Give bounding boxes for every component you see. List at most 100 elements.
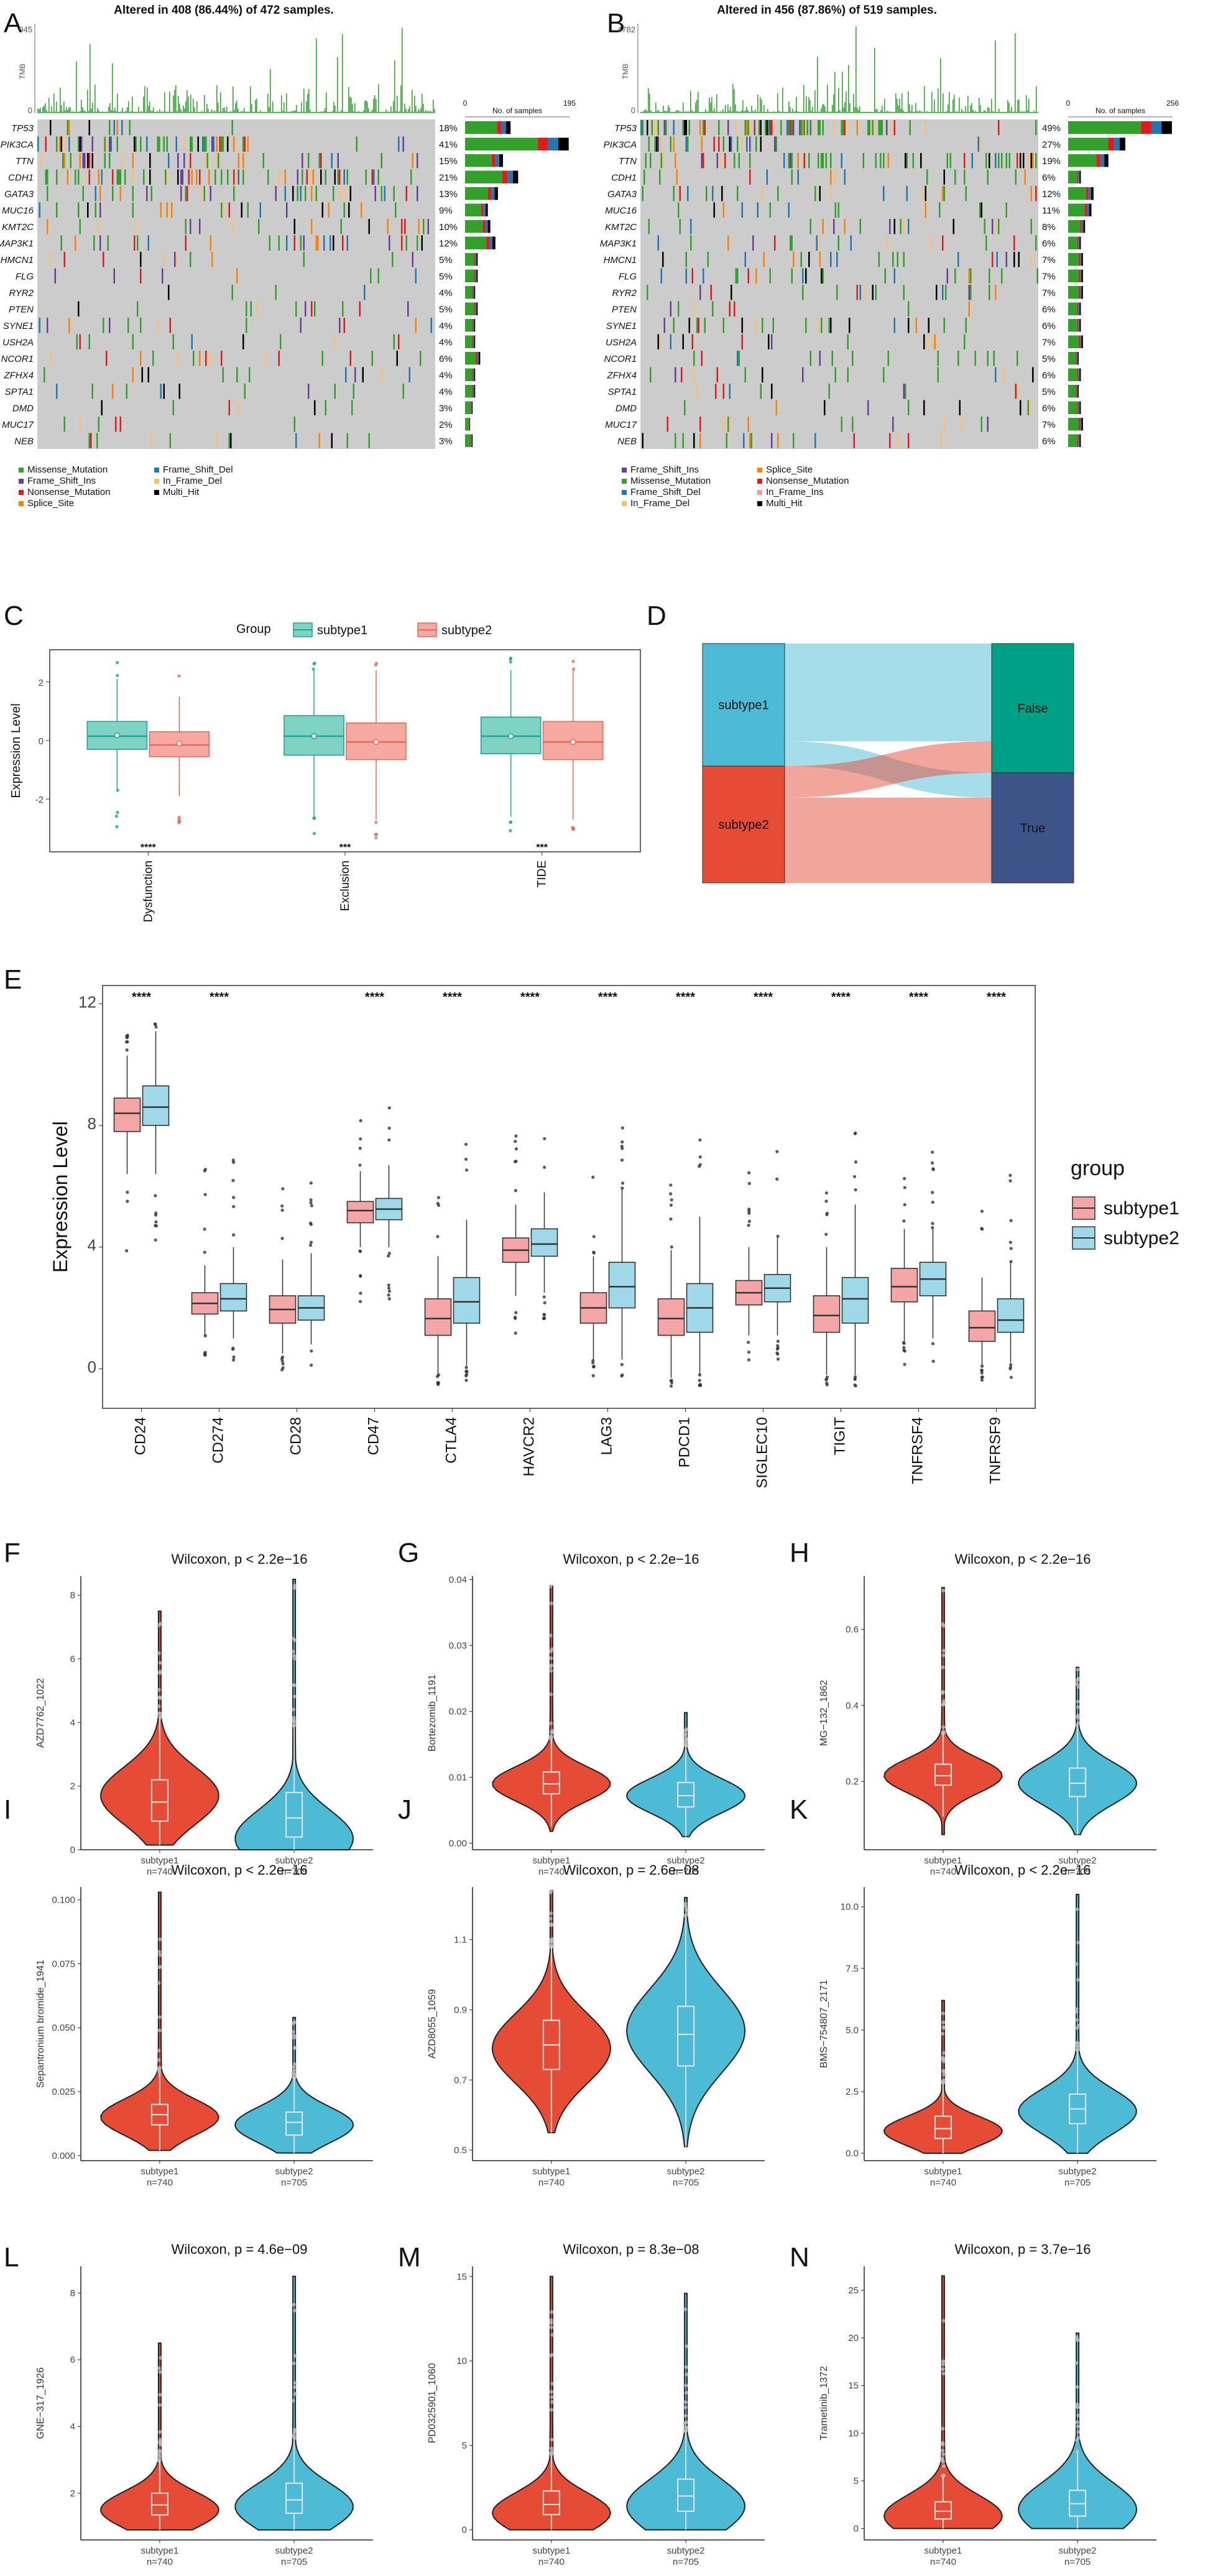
outlier-point	[548, 1584, 553, 1589]
outlier-point	[902, 1219, 906, 1223]
tmb-bar	[921, 111, 923, 113]
outlier-point	[1076, 1941, 1080, 1945]
mutation-cell	[724, 153, 726, 169]
tmb-bar	[914, 111, 915, 113]
mutation-cell	[67, 120, 68, 136]
y-tick-label: 0.00	[449, 1838, 467, 1849]
mutation-cell	[82, 186, 84, 201]
mutation-cell	[821, 318, 823, 333]
outlier-point	[308, 1244, 313, 1247]
outlier-point	[942, 1648, 946, 1653]
outlier-point	[292, 2068, 297, 2072]
tmb-bar	[720, 111, 721, 113]
violin-plot-f: Wilcoxon, p < 2.2e−1602468AZD7762_1022su…	[35, 1551, 373, 1877]
tmb-bar	[980, 105, 981, 113]
mutation-cell	[856, 120, 858, 136]
sample-count-bar	[465, 170, 502, 183]
tmb-bar	[215, 111, 216, 113]
mutation-cell	[654, 136, 656, 152]
outlier-point	[549, 1721, 553, 1725]
outlier-point	[514, 1331, 517, 1335]
mutation-cell	[737, 186, 739, 201]
tmb-bar	[948, 104, 949, 113]
mutation-cell	[321, 202, 323, 218]
sample-count-bar	[472, 385, 474, 398]
outlier-point	[312, 662, 316, 666]
mutation-cell	[665, 120, 667, 136]
y-tick-label: 4	[70, 1717, 75, 1728]
tmb-bar	[285, 111, 286, 113]
gene-percent: 9%	[439, 206, 453, 216]
outlier-point	[1075, 1907, 1079, 1911]
outlier-point	[203, 1250, 206, 1254]
tmb-bar	[257, 111, 259, 113]
tmb-bar	[893, 111, 894, 113]
sample-count-bar	[494, 187, 498, 200]
tmb-bar	[241, 111, 242, 113]
tmb-bar	[344, 112, 346, 113]
mutation-cell	[937, 351, 939, 366]
tmb-bar	[399, 111, 400, 113]
mutation-cell	[200, 186, 202, 201]
tmb-bar	[800, 111, 801, 113]
tmb-bar	[851, 111, 852, 113]
mutation-cell	[771, 120, 773, 136]
outlier-point	[942, 2059, 946, 2064]
mutation-cell	[663, 318, 665, 333]
mutation-cell	[850, 235, 852, 251]
mutation-cell	[744, 120, 746, 136]
violin-plot-h: Wilcoxon, p < 2.2e−160.20.40.6MG−132_186…	[819, 1551, 1156, 1877]
sample-count-bar	[476, 269, 478, 282]
mutation-cell	[777, 433, 779, 448]
outlier-point	[698, 1378, 701, 1382]
tmb-bar	[183, 105, 184, 113]
mutation-cell	[660, 268, 662, 284]
mutation-cell	[722, 318, 724, 333]
tmb-bar	[274, 111, 275, 113]
tmb-bar	[378, 84, 379, 113]
tmb-bar	[159, 109, 160, 113]
mutation-cell	[760, 136, 762, 152]
sample-count-bar	[474, 253, 476, 266]
mutation-cell	[169, 433, 171, 448]
mutation-cell	[99, 186, 101, 201]
mutation-cell	[762, 186, 763, 201]
mutation-cell	[847, 120, 849, 136]
sample-count-bar	[465, 236, 487, 249]
x-tick-label: LAG3	[599, 1417, 616, 1455]
significance-label: ****	[987, 990, 1006, 1004]
mean-marker	[507, 733, 514, 739]
outlier-point	[941, 1665, 945, 1669]
tmb-bar	[88, 111, 90, 113]
stratum-subtype2	[702, 765, 785, 884]
tmb-bar	[688, 111, 689, 113]
tmb-bar	[284, 102, 285, 113]
tmb-bar	[143, 96, 144, 113]
y-axis-label: BMS−754807_2171	[819, 1980, 829, 2068]
outlier-point	[158, 2370, 162, 2374]
mean-marker	[114, 732, 121, 739]
mutation-cell	[233, 186, 235, 201]
mutation-cell	[696, 384, 698, 399]
mutation-cell	[1036, 268, 1038, 284]
tmb-bar	[726, 111, 727, 113]
tmb-bar	[644, 110, 645, 113]
sample-count-bar	[465, 154, 492, 167]
gene-label: PIK3CA	[1, 140, 34, 150]
outlier-point	[387, 1126, 391, 1130]
tmb-bar	[177, 111, 178, 113]
sample-count-bar	[476, 302, 478, 315]
mutation-cell	[811, 120, 813, 136]
samples-axis-label: No. of samples	[1095, 106, 1145, 115]
y-tick-label: 15	[456, 2271, 467, 2282]
tmb-bar	[397, 96, 398, 113]
outlier-point	[825, 1383, 829, 1387]
mutation-cell	[943, 318, 945, 333]
tmb-bar	[936, 111, 938, 113]
outlier-point	[292, 1720, 297, 1724]
legend-label: subtype1	[1104, 1198, 1179, 1219]
outlier-point	[550, 2381, 555, 2386]
box	[346, 1201, 374, 1224]
mutation-cell	[657, 235, 659, 251]
sample-count-bar	[465, 187, 489, 200]
